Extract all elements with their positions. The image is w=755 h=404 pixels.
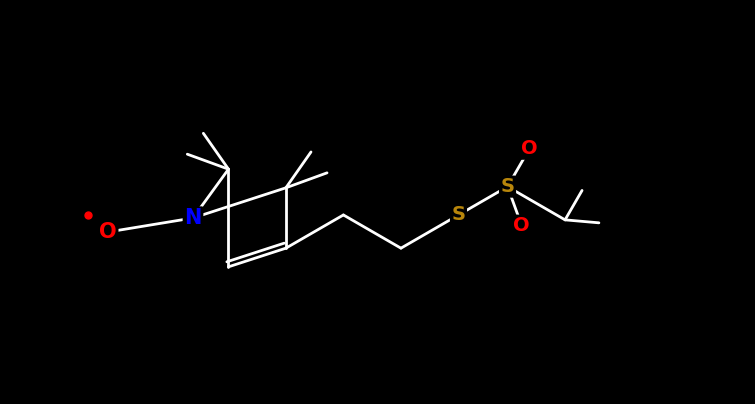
- Text: S: S: [501, 177, 514, 196]
- Text: O: O: [513, 216, 530, 235]
- Text: S: S: [451, 206, 466, 225]
- Text: O: O: [521, 139, 538, 158]
- Text: O: O: [99, 222, 117, 242]
- Text: N: N: [184, 208, 202, 228]
